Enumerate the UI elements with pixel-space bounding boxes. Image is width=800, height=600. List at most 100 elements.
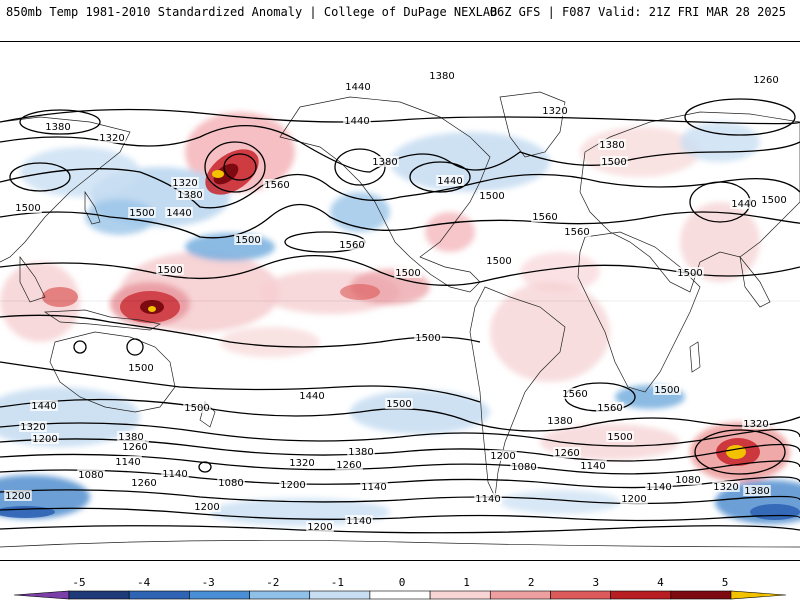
colorbar-swatch (489, 590, 551, 600)
contour-label-bg (4, 490, 32, 501)
contour-label-bg (345, 515, 373, 526)
contour-label: 1380 (599, 140, 624, 151)
contour-label-bg (347, 446, 375, 457)
contour-label-bg (414, 332, 442, 343)
contour-label-bg (121, 441, 149, 452)
contour-label-bg (730, 198, 758, 209)
contour-label: 1380 (744, 486, 769, 497)
colorbar-swatch (13, 590, 70, 600)
contour-label: 1260 (122, 442, 147, 453)
contour-label: 1500 (386, 399, 411, 410)
strong-anomaly-cores (0, 149, 800, 520)
colorbar-tick-label: 5 (722, 576, 729, 589)
contour-label: 1080 (675, 475, 700, 486)
contour-label: 1500 (601, 157, 626, 168)
contour-label: 1260 (753, 75, 778, 86)
contour-label-bg (31, 433, 59, 444)
colorbar-tick-label: 2 (528, 576, 535, 589)
colorbar-tick-label: 1 (463, 576, 470, 589)
contour-label: 1500 (654, 385, 679, 396)
contour-label: 1440 (166, 208, 191, 219)
contour-label-bg (563, 226, 591, 237)
contour-label: 1560 (597, 403, 622, 414)
colorbar-tick-label: 4 (657, 576, 664, 589)
contour-label: 1320 (20, 422, 45, 433)
contour-label: 1380 (177, 190, 202, 201)
contour-label-bg (183, 402, 211, 413)
contour-label-bg (279, 479, 307, 490)
contour-label-bg (176, 189, 204, 200)
contour-label: 1080 (511, 462, 536, 473)
contour-label: 1200 (32, 434, 57, 445)
contour-label-bg (436, 175, 464, 186)
contour-label: 1500 (128, 363, 153, 374)
contour-labels: 1380144012601380132013201500138014401380… (4, 70, 788, 533)
contour-label: 1500 (129, 208, 154, 219)
contour-label: 1500 (486, 256, 511, 267)
contour-label-bg (338, 239, 366, 250)
contour-label-bg (428, 70, 456, 81)
contour-label-bg (478, 190, 506, 201)
contour-label-bg (360, 481, 388, 492)
contour-label: 1140 (346, 516, 371, 527)
colorbar-swatch (128, 590, 190, 600)
contour-label-bg (335, 459, 363, 470)
contour-label-bg (114, 456, 142, 467)
contour-label-bg (645, 481, 673, 492)
weather-map: 1380144012601380132013201500138014401380… (0, 41, 800, 561)
contour-label-bg (674, 474, 702, 485)
contour-label: 1140 (115, 457, 140, 468)
contour-label-bg (127, 362, 155, 373)
contour-label-bg (288, 457, 316, 468)
contour-label-bg (128, 207, 156, 218)
colorbar-swatch (730, 590, 787, 600)
contour-label: 1320 (289, 458, 314, 469)
colorbar-tick-label: -4 (137, 576, 151, 589)
contour-label-bg (14, 202, 42, 213)
contour-label-bg (474, 493, 502, 504)
contour-label-bg (130, 477, 158, 488)
contour-label: 1140 (580, 461, 605, 472)
contour-label-bg (161, 468, 189, 479)
colorbar-tick-label: 0 (399, 576, 406, 589)
contour-label-bg (98, 132, 126, 143)
contour-label-bg (44, 121, 72, 132)
contour-label-bg (553, 447, 581, 458)
contour-label-bg (596, 402, 624, 413)
contour-label: 1560 (532, 212, 557, 223)
contour-label: 1440 (344, 116, 369, 127)
contour-label-bg (510, 461, 538, 472)
contour-label: 1500 (677, 268, 702, 279)
contour-label-bg (485, 255, 513, 266)
contour-label: 1380 (118, 432, 143, 443)
colorbar-swatch (249, 590, 311, 600)
contour-label-bg (193, 501, 221, 512)
contour-label-bg (385, 398, 413, 409)
contour-label: 1500 (15, 203, 40, 214)
contour-label: 1500 (607, 432, 632, 443)
contour-label: 1140 (475, 494, 500, 505)
contour-label: 1320 (99, 133, 124, 144)
contour-label-bg (653, 384, 681, 395)
contour-label: 1380 (45, 122, 70, 133)
contour-label: 1200 (5, 491, 30, 502)
contour-label-bg (165, 207, 193, 218)
contour-label-bg (579, 460, 607, 471)
contour-label: 1380 (429, 71, 454, 82)
contour-label: 1500 (761, 195, 786, 206)
contour-label: 1500 (184, 403, 209, 414)
contour-label-bg (489, 450, 517, 461)
contour-label: 1440 (299, 391, 324, 402)
contour-label: 1440 (731, 199, 756, 210)
colorbar-tick-label: -5 (72, 576, 85, 589)
contour-label-bg (531, 211, 559, 222)
contour-label: 1440 (437, 176, 462, 187)
contour-label: 1140 (646, 482, 671, 493)
contour-label: 1260 (131, 478, 156, 489)
contour-label: 1560 (339, 240, 364, 251)
contour-label: 1500 (235, 235, 260, 246)
contour-label-bg (234, 234, 262, 245)
colorbar-tick-label: -3 (202, 576, 215, 589)
contour-label-bg (743, 485, 771, 496)
contour-label-bg (77, 469, 105, 480)
